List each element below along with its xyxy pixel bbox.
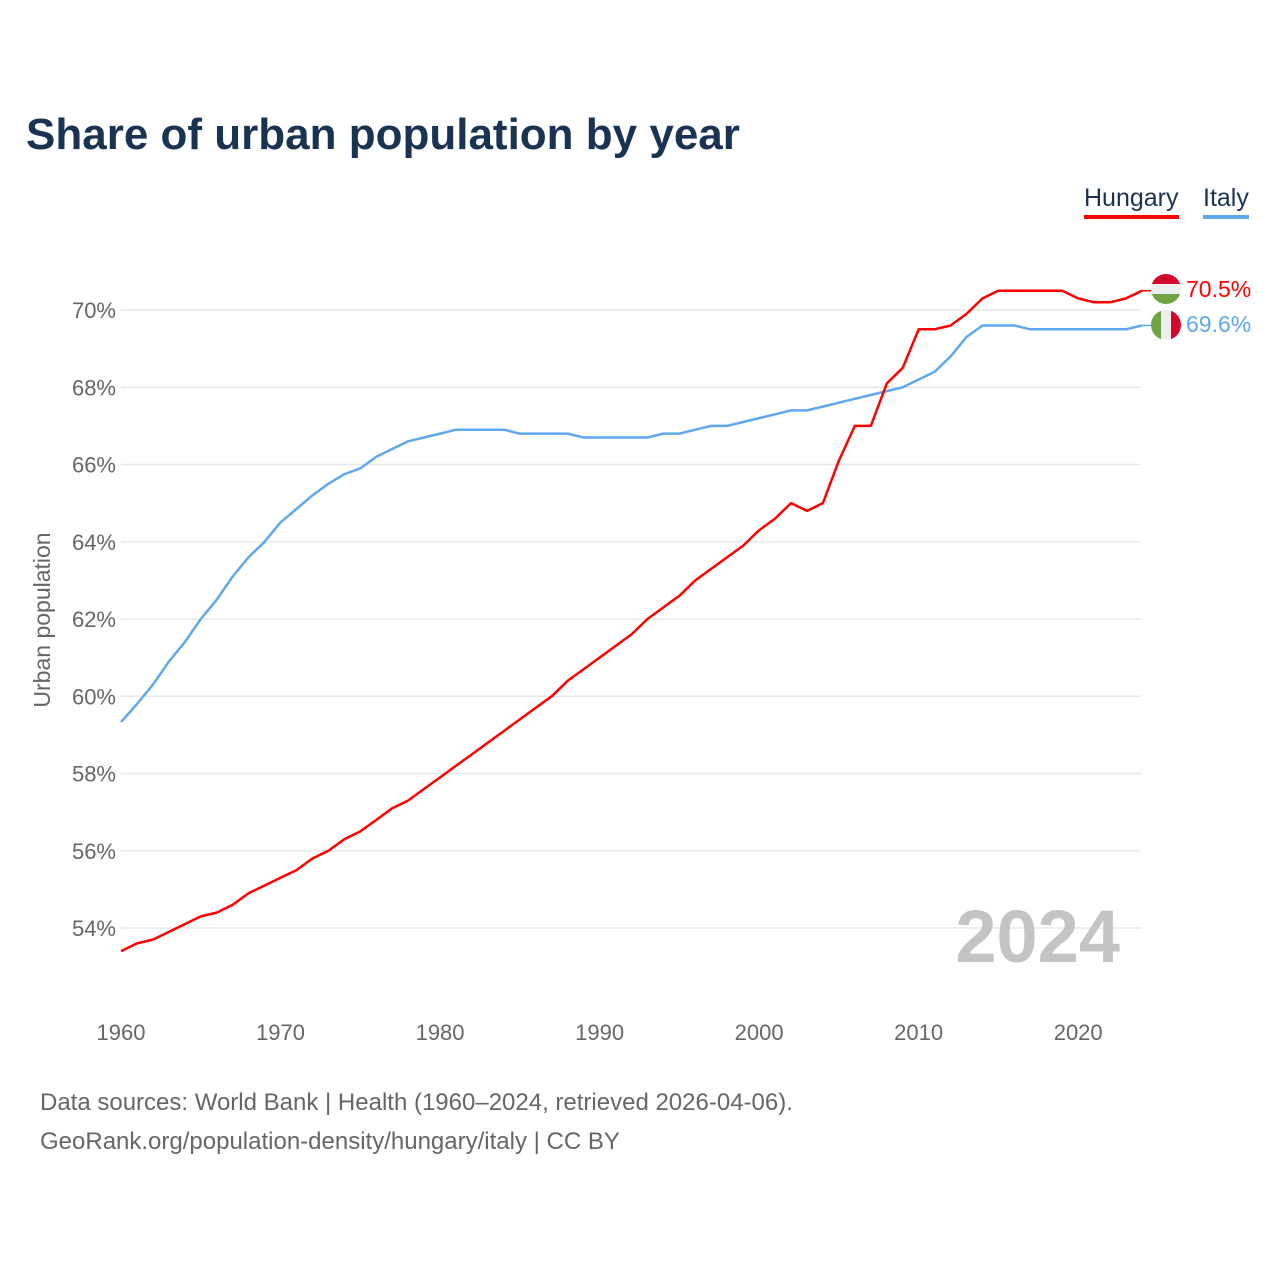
italy-flag-icon <box>1151 310 1181 340</box>
y-tick-label: 68% <box>72 375 116 400</box>
legend-hungary[interactable]: Hungary <box>1084 184 1179 219</box>
series-line-italy <box>120 324 1143 723</box>
footer-credit[interactable]: GeoRank.org/population-density/hungary/i… <box>40 1128 620 1155</box>
hungary-flag-icon <box>1151 274 1181 304</box>
chart-title: Share of urban population by year <box>26 110 740 159</box>
italy-end-label: 69.6% <box>1186 311 1251 337</box>
x-tick-label: 1990 <box>575 1020 624 1045</box>
y-tick-label: 64% <box>72 530 116 555</box>
y-tick-label: 70% <box>72 298 116 323</box>
x-tick-label: 1960 <box>97 1020 146 1045</box>
y-tick-label: 60% <box>72 684 116 709</box>
x-tick-label: 1970 <box>256 1020 305 1045</box>
x-tick-label: 2010 <box>894 1020 943 1045</box>
x-tick-label: 2020 <box>1054 1020 1103 1045</box>
y-axis-label: Urban population <box>29 532 55 707</box>
y-tick-label: 58% <box>72 762 116 787</box>
legend-italy[interactable]: Italy <box>1203 184 1249 219</box>
y-tick-label: 62% <box>72 607 116 632</box>
watermark-year: 2024 <box>955 895 1120 978</box>
x-tick-label: 1980 <box>416 1020 465 1045</box>
y-tick-label: 56% <box>72 839 116 864</box>
series-line-hungary <box>120 289 1143 953</box>
y-tick-label: 66% <box>72 453 116 478</box>
y-tick-label: 54% <box>72 916 116 941</box>
hungary-end-label: 70.5% <box>1186 276 1251 302</box>
footer-sources: Data sources: World Bank | Health (1960–… <box>40 1089 793 1116</box>
x-tick-label: 2000 <box>735 1020 784 1045</box>
